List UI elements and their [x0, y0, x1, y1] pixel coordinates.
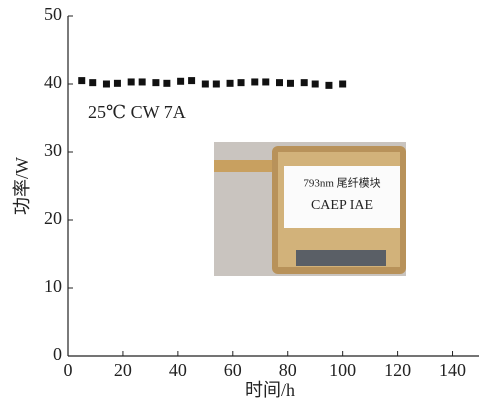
x-tick-label: 80 — [279, 360, 297, 380]
point — [237, 79, 245, 87]
point — [311, 80, 319, 88]
inset-label: 793nm 尾纤模块 — [303, 177, 380, 190]
point — [102, 80, 110, 88]
point — [251, 78, 259, 86]
point — [127, 78, 135, 86]
point — [89, 79, 97, 87]
point — [152, 79, 160, 87]
x-axis-label: 时间/h — [245, 380, 295, 400]
y-tick-label: 50 — [44, 4, 62, 24]
x-tick-label: 140 — [439, 360, 466, 380]
y-tick-label: 0 — [53, 344, 62, 364]
annotation: 25℃ CW 7A — [88, 102, 186, 122]
module-label — [284, 166, 400, 228]
point — [177, 77, 185, 85]
y-axis-label: 功率/W — [12, 157, 32, 215]
y-tick-label: 30 — [44, 140, 62, 160]
connector — [296, 250, 386, 266]
point — [226, 79, 234, 87]
x-tick-label: 20 — [114, 360, 132, 380]
point — [300, 79, 308, 87]
fiber — [214, 160, 284, 172]
inset-label: CAEP IAE — [311, 198, 373, 213]
x-tick-label: 40 — [169, 360, 187, 380]
point — [188, 77, 196, 85]
point — [275, 79, 283, 87]
point — [339, 80, 347, 88]
point — [212, 80, 220, 88]
point — [138, 78, 146, 86]
inset-photo: 793nm 尾纤模块 CAEP IAE — [214, 142, 406, 276]
y-tick-label: 20 — [44, 208, 62, 228]
x-tick-label: 0 — [64, 360, 73, 380]
point — [113, 79, 121, 87]
point — [201, 80, 209, 88]
point — [78, 77, 86, 85]
x-tick-label: 60 — [224, 360, 242, 380]
y-tick-label: 40 — [44, 72, 62, 92]
x-tick-label: 120 — [384, 360, 411, 380]
x-tick-label: 100 — [329, 360, 356, 380]
point — [325, 81, 333, 89]
point — [163, 79, 171, 87]
y-tick-label: 10 — [44, 276, 62, 296]
point — [262, 78, 270, 86]
point — [286, 79, 294, 87]
